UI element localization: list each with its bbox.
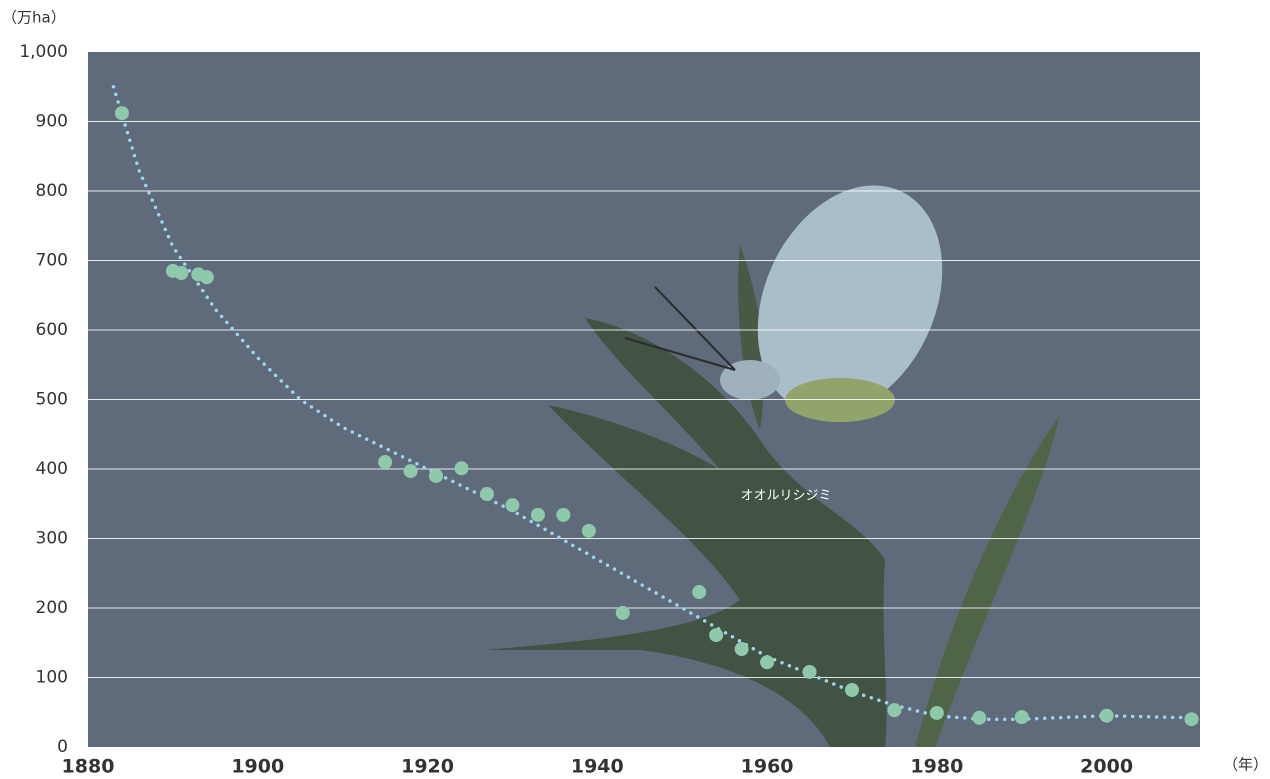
y-tick-label: 500: [36, 390, 68, 410]
data-point: [760, 655, 775, 670]
data-point: [972, 710, 987, 725]
data-point: [1099, 708, 1114, 723]
data-point: [1014, 710, 1029, 725]
data-point: [581, 523, 596, 538]
x-tick-label: 1980: [910, 756, 963, 778]
y-tick-label: 200: [36, 598, 68, 618]
data-point: [454, 461, 469, 476]
y-tick-label: 600: [36, 320, 68, 340]
data-point: [199, 270, 214, 285]
annotation: オオルリシジミ: [740, 489, 831, 504]
data-point: [929, 705, 944, 720]
y-tick-label: 1,000: [19, 42, 68, 62]
data-point: [615, 605, 630, 620]
data-point: [429, 468, 444, 483]
x-axis-label: （年）: [1223, 756, 1268, 774]
data-point: [709, 628, 724, 643]
y-axis-label: （万ha）: [2, 9, 66, 27]
data-point: [734, 642, 749, 657]
y-tick-label: 800: [36, 181, 68, 201]
x-tick-label: 2000: [1080, 756, 1133, 778]
data-point: [174, 266, 189, 281]
y-tick-label: 300: [36, 529, 68, 549]
data-point: [887, 703, 902, 718]
x-tick-label: 1940: [571, 756, 624, 778]
y-tick-label: 100: [36, 668, 68, 688]
y-tick-label: 0: [57, 737, 68, 757]
data-point: [844, 683, 859, 698]
data-point: [692, 585, 707, 600]
y-tick-label: 400: [36, 459, 68, 479]
x-tick-label: 1880: [62, 756, 115, 778]
data-point: [530, 507, 545, 522]
decoration: [485, 185, 1060, 747]
data-point: [1184, 712, 1199, 727]
x-tick-label: 1920: [401, 756, 454, 778]
data-point: [479, 487, 494, 502]
data-point: [403, 464, 418, 479]
data-point: [802, 664, 817, 679]
data-point: [505, 498, 520, 513]
data-point: [556, 507, 571, 522]
x-tick-label: 1900: [231, 756, 284, 778]
y-tick-label: 700: [36, 251, 68, 271]
y-tick-label: 900: [36, 112, 68, 132]
data-point: [378, 455, 393, 470]
data-point: [114, 106, 129, 121]
x-tick-label: 1960: [741, 756, 794, 778]
